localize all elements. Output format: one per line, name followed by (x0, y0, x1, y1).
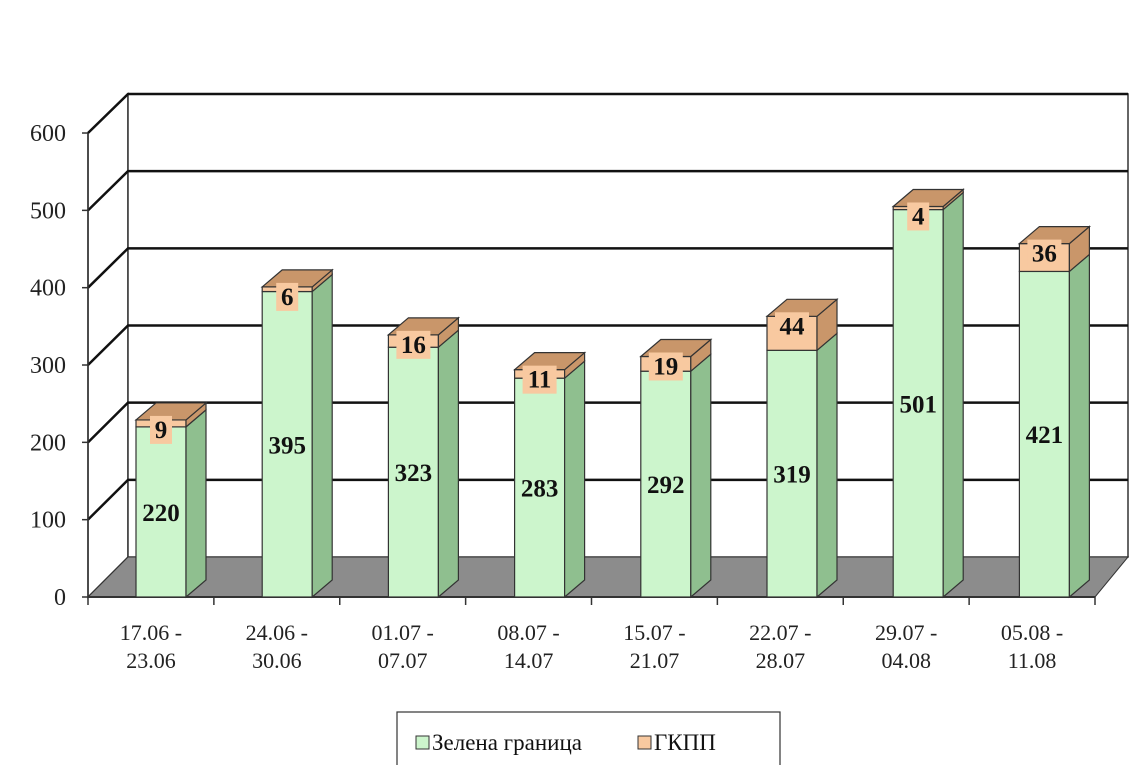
y-tick-label: 300 (30, 353, 66, 379)
legend: Зелена граница ГКПП (396, 711, 781, 765)
legend-label-green: Зелена граница (432, 730, 582, 755)
y-axis: 0 100 200 300 400 500 600 (30, 121, 89, 611)
bar-green-side (942, 191, 964, 599)
data-label-green: 283 (521, 476, 559, 503)
x-tick-label: 29.07 - (875, 620, 937, 645)
data-label-bg (522, 365, 557, 394)
data-label-orange: 4 (912, 203, 925, 230)
x-tick-label: 17.06 - (120, 620, 182, 645)
x-tick-label: 23.06 (126, 648, 176, 673)
data-label-orange: 6 (281, 284, 294, 311)
data-label-orange: 19 (653, 354, 678, 381)
bar-green (135, 426, 187, 598)
bar-green-side (816, 332, 838, 599)
x-tick-label: 07.07 (378, 648, 428, 673)
data-label-bg (150, 415, 172, 444)
data-label-bg (907, 202, 930, 231)
data-label-orange: 11 (528, 367, 552, 394)
y-tick-label: 0 (54, 585, 66, 611)
bar-green-side (185, 408, 207, 599)
legend-box (396, 711, 781, 765)
x-tick-label: 04.08 (881, 648, 931, 673)
chart-walls (87, 92, 1129, 599)
x-tick-label: 21.07 (630, 648, 680, 673)
gridline (87, 247, 1128, 289)
chart-floor (86, 556, 1130, 598)
data-label-green: 220 (142, 500, 180, 527)
data-label-green: 319 (773, 462, 811, 489)
data-label-orange: 36 (1032, 241, 1057, 268)
y-tick-label: 400 (30, 276, 66, 302)
x-tick-label: 11.08 (1008, 648, 1057, 673)
data-label-bg (276, 282, 299, 311)
x-tick-label: 08.07 - (497, 620, 559, 645)
data-label-green: 501 (899, 391, 937, 418)
floor-plane (86, 556, 1130, 598)
legend-label-orange: ГКПП (654, 730, 716, 755)
bar-green-side (1068, 253, 1091, 599)
data-label-bg (775, 312, 809, 341)
x-axis: 17.06 - 23.06 24.06 - 30.06 01.07 - 07.07 08.0… (87, 597, 1096, 673)
x-tick-label: 14.07 (504, 648, 554, 673)
bar-green (261, 290, 313, 598)
y-tick-label: 100 (30, 508, 66, 534)
bar-green (513, 377, 566, 598)
x-tick-label: 24.06 - (246, 620, 308, 645)
data-label-orange: 9 (155, 417, 168, 444)
y-tick-label: 600 (30, 121, 66, 147)
data-label-green: 421 (1026, 422, 1064, 449)
y-tick-label: 200 (30, 430, 66, 456)
bar-green (892, 208, 944, 598)
bars: 220 9 395 6 323 16 283 11 292 19 319 44 501 4 421 36 (134, 188, 1092, 599)
bar-green-side (690, 352, 712, 599)
data-label-green: 292 (647, 472, 685, 499)
bar-green-side (563, 359, 586, 599)
data-label-bg (396, 330, 431, 359)
data-label-orange: 16 (401, 332, 426, 359)
x-tick-label: 01.07 - (372, 620, 434, 645)
x-tick-label: 22.07 - (749, 620, 811, 645)
legend-swatch-green (415, 735, 430, 750)
data-label-green: 323 (395, 460, 433, 487)
legend-swatch-orange (637, 735, 652, 750)
bar-green (1018, 270, 1071, 598)
data-label-bg (1027, 239, 1062, 268)
y-tick-label: 500 (30, 198, 66, 224)
x-tick-label: 15.07 - (623, 620, 685, 645)
data-label-green: 395 (268, 432, 306, 459)
data-label-bg (648, 352, 683, 381)
gridline (87, 92, 1128, 134)
gridline (87, 169, 1128, 212)
bar-green-side (311, 273, 333, 599)
data-label-orange: 44 (780, 313, 806, 340)
x-tick-label: 05.08 - (1001, 620, 1063, 645)
bar-green-side (437, 328, 459, 599)
bar-green (766, 349, 818, 598)
x-tick-label: 30.06 (252, 648, 302, 673)
x-tick-label: 28.07 (756, 648, 806, 673)
